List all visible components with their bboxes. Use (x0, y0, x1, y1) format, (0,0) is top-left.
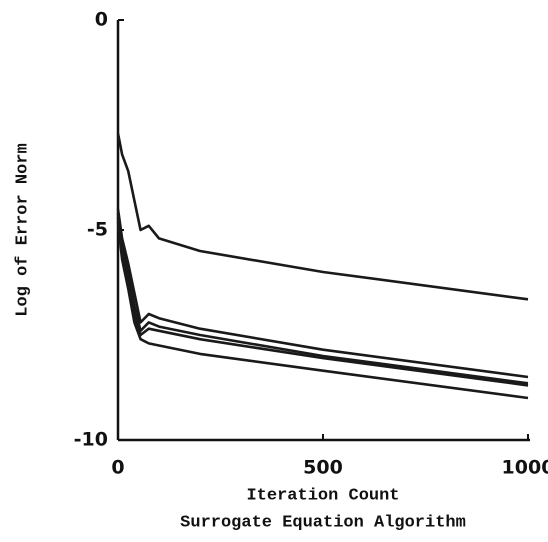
y-tick-label: -10 (74, 429, 108, 451)
y-axis-label: Log of Error Norm (13, 143, 32, 316)
x-tick-label: 0 (111, 457, 124, 479)
caption: Surrogate Equation Algorithm (180, 513, 466, 532)
series-line (116, 217, 529, 387)
x-tick-label: 1000 (502, 457, 548, 479)
series-line (116, 133, 529, 301)
x-tick-label: 500 (303, 457, 343, 479)
y-tick-label: -5 (87, 219, 108, 241)
series-line (116, 208, 529, 379)
x-axis-label: Iteration Count (246, 486, 399, 505)
series-line (116, 221, 529, 400)
y-tick-label: 0 (95, 9, 108, 31)
